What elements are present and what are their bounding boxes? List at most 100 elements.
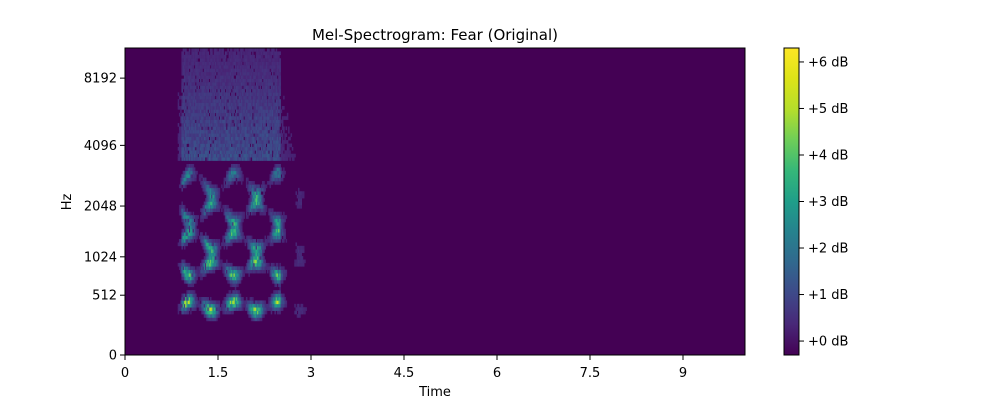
spectrogram-cell bbox=[279, 157, 281, 161]
spectrogram-cell bbox=[245, 136, 248, 141]
spectrogram-cell bbox=[214, 303, 217, 308]
spectrogram-cell bbox=[178, 126, 181, 131]
spectrogram-cell bbox=[233, 92, 236, 97]
spectrogram-cell bbox=[227, 208, 229, 213]
spectrogram-cell bbox=[180, 116, 182, 120]
spectrogram-cell bbox=[200, 276, 202, 281]
spectrogram-cell bbox=[224, 136, 227, 141]
spectrogram-cell bbox=[263, 136, 265, 141]
spectrogram-cell bbox=[214, 208, 217, 213]
spectrogram-cell bbox=[219, 68, 222, 73]
spectrogram-cell bbox=[243, 143, 245, 148]
spectrogram-cell bbox=[234, 170, 237, 175]
spectrogram-cell bbox=[242, 112, 244, 117]
spectrogram-cell bbox=[185, 153, 187, 158]
spectrogram-cell bbox=[253, 201, 255, 206]
spectrogram-cell bbox=[187, 82, 190, 86]
spectrogram-cell bbox=[209, 85, 212, 90]
spectrogram-cell bbox=[257, 119, 259, 124]
spectrogram-cell bbox=[234, 276, 237, 281]
spectrogram-cell bbox=[278, 297, 280, 301]
spectrogram-cell bbox=[250, 140, 253, 144]
spectrogram-cell bbox=[206, 198, 208, 202]
spectrogram-cell bbox=[253, 61, 255, 66]
spectrogram-cell bbox=[249, 105, 252, 110]
spectrogram-cell bbox=[259, 211, 262, 216]
spectrogram-cell bbox=[232, 211, 234, 216]
spectrogram-cell bbox=[257, 307, 259, 311]
spectrogram-cell bbox=[212, 194, 214, 199]
spectrogram-cell bbox=[200, 51, 202, 56]
spectrogram-cell bbox=[234, 78, 237, 83]
spectrogram-cell bbox=[213, 262, 216, 267]
spectrogram-cell bbox=[250, 71, 253, 76]
spectrogram-cell bbox=[266, 235, 269, 240]
spectrogram-cell bbox=[193, 133, 196, 137]
spectrogram-cell bbox=[185, 123, 187, 127]
spectrogram-cell bbox=[264, 102, 267, 107]
spectrogram-cell bbox=[268, 58, 270, 62]
spectrogram-cell bbox=[274, 300, 276, 305]
spectrogram-cell bbox=[228, 85, 231, 90]
spectrogram-cell bbox=[257, 191, 259, 195]
spectrogram-cell bbox=[271, 242, 274, 247]
spectrogram-cell bbox=[254, 157, 257, 161]
spectrogram-cell bbox=[237, 228, 239, 233]
spectrogram-cell bbox=[279, 112, 281, 117]
spectrogram-cell bbox=[235, 54, 238, 59]
spectrogram-cell bbox=[202, 95, 205, 100]
spectrogram-cell bbox=[257, 198, 259, 202]
spectrogram-cell bbox=[231, 75, 233, 79]
spectrogram-cell bbox=[207, 198, 209, 202]
spectrogram-cell bbox=[279, 290, 281, 294]
spectrogram-cell bbox=[275, 167, 278, 172]
spectrogram-cell bbox=[229, 303, 232, 308]
spectrogram-cell bbox=[191, 170, 193, 175]
spectrogram-cell bbox=[280, 119, 283, 124]
spectrogram-cell bbox=[257, 303, 259, 308]
spectrogram-cell bbox=[274, 177, 276, 182]
spectrogram-cell bbox=[249, 119, 252, 124]
spectrogram-cell bbox=[235, 211, 238, 216]
spectrogram-cell bbox=[198, 303, 201, 308]
spectrogram-cell bbox=[235, 68, 238, 73]
spectrogram-cell bbox=[185, 143, 187, 148]
spectrogram-cell bbox=[201, 269, 203, 274]
spectrogram-cell bbox=[223, 273, 226, 277]
spectrogram-cell bbox=[235, 129, 238, 134]
spectrogram-cell bbox=[259, 48, 262, 52]
spectrogram-cell bbox=[208, 252, 211, 257]
spectrogram-cell bbox=[233, 273, 236, 277]
spectrogram-cell bbox=[243, 211, 245, 216]
spectrogram-cell bbox=[207, 71, 209, 76]
spectrogram-cell bbox=[278, 163, 280, 168]
spectrogram-cell bbox=[224, 157, 227, 161]
spectrogram-cell bbox=[250, 102, 253, 107]
spectrogram-cell bbox=[229, 75, 232, 79]
spectrogram-cell bbox=[248, 58, 250, 62]
spectrogram-cell bbox=[249, 68, 252, 73]
spectrogram-cell bbox=[216, 75, 218, 79]
spectrogram-cell bbox=[201, 184, 203, 189]
spectrogram-cell bbox=[224, 119, 227, 124]
spectrogram-cell bbox=[279, 218, 281, 223]
spectrogram-cell bbox=[275, 276, 278, 281]
spectrogram-cell bbox=[257, 249, 259, 253]
spectrogram-cell bbox=[222, 92, 224, 97]
spectrogram-cell bbox=[284, 218, 286, 223]
spectrogram-cell bbox=[253, 307, 255, 311]
spectrogram-cell bbox=[268, 99, 270, 103]
spectrogram-cell bbox=[248, 112, 250, 117]
spectrogram-cell bbox=[266, 78, 269, 83]
spectrogram-cell bbox=[255, 61, 258, 66]
spectrogram-cell bbox=[276, 163, 279, 168]
spectrogram-cell bbox=[178, 136, 181, 141]
spectrogram-cell bbox=[187, 167, 190, 172]
spectrogram-cell bbox=[201, 266, 203, 271]
spectrogram-cell bbox=[193, 153, 196, 158]
spectrogram-cell bbox=[227, 58, 229, 62]
spectrogram-cell bbox=[227, 88, 229, 93]
spectrogram-cell bbox=[228, 239, 231, 243]
spectrogram-cell bbox=[203, 184, 206, 189]
